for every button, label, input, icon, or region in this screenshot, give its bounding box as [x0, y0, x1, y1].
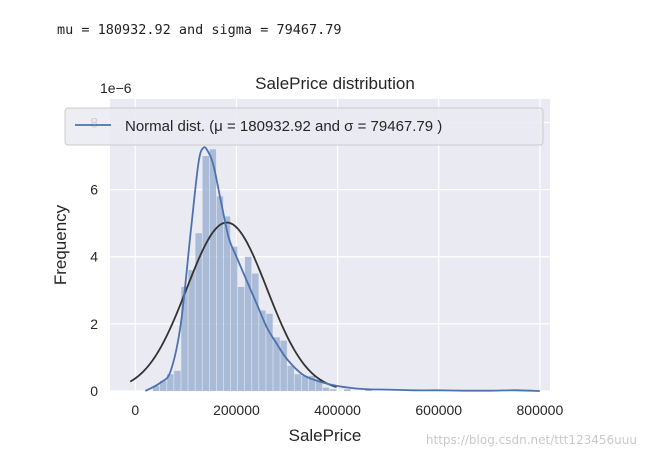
- y-tick-label: 6: [90, 182, 98, 198]
- histogram-bar: [209, 149, 217, 391]
- histogram-bar: [152, 385, 160, 391]
- histogram-bar: [223, 216, 231, 391]
- histogram-bar: [160, 380, 167, 391]
- x-tick-label: 0: [131, 402, 139, 418]
- histogram-bar: [244, 256, 252, 391]
- histogram-bar: [322, 387, 330, 391]
- histogram-bar: [287, 365, 294, 391]
- histogram-bar: [167, 374, 174, 391]
- histogram-bar: [216, 196, 224, 391]
- histogram-bar: [188, 270, 195, 391]
- console-output-line: mu = 180932.92 and sigma = 79467.79: [57, 22, 342, 38]
- histogram-bar: [294, 374, 302, 391]
- histogram-bar: [181, 286, 188, 391]
- histogram-bar: [315, 379, 323, 391]
- normal-fit-line: [129, 221, 337, 388]
- histogram-bar: [230, 246, 238, 391]
- y-tick-labels: 02468: [90, 114, 98, 399]
- y-offset-label: 1e−6: [100, 80, 132, 96]
- x-tick-label: 200000: [213, 402, 260, 418]
- histogram-bar: [202, 156, 209, 391]
- histogram-bar: [237, 286, 245, 391]
- histogram-bar: [266, 313, 273, 391]
- histogram-bar: [273, 337, 280, 391]
- y-tick-label: 2: [90, 316, 98, 332]
- watermark: https://blog.csdn.net/ttt123456uuu: [425, 433, 637, 447]
- histogram-bar: [174, 370, 181, 391]
- histogram-bar: [308, 375, 316, 391]
- y-axis-label: Frequency: [51, 204, 70, 285]
- y-tick-label: 0: [90, 383, 98, 399]
- legend: Normal dist. (μ = 180932.92 and σ = 7946…: [64, 107, 544, 146]
- chart-title: SalePrice distribution: [255, 74, 415, 93]
- x-tick-label: 400000: [314, 402, 361, 418]
- x-tick-label: 800000: [517, 402, 564, 418]
- histogram-bars: [152, 149, 521, 391]
- x-axis-label: SalePrice: [289, 426, 362, 445]
- histogram-bar: [280, 340, 287, 391]
- histogram-bar: [259, 310, 266, 391]
- histogram-bar: [252, 273, 259, 391]
- x-tick-label: 600000: [415, 402, 462, 418]
- y-tick-label: 4: [90, 249, 98, 265]
- histogram-bar: [195, 233, 202, 391]
- legend-entry-label: Normal dist. (μ = 180932.92 and σ = 7946…: [125, 118, 442, 135]
- legend-box: [64, 107, 544, 146]
- histogram-bar: [301, 375, 309, 391]
- kde-line: [144, 146, 540, 392]
- histogram-bar: [329, 389, 337, 391]
- histogram-bar: [344, 389, 351, 391]
- x-tick-labels: 0 200000 400000 600000 800000: [131, 402, 563, 418]
